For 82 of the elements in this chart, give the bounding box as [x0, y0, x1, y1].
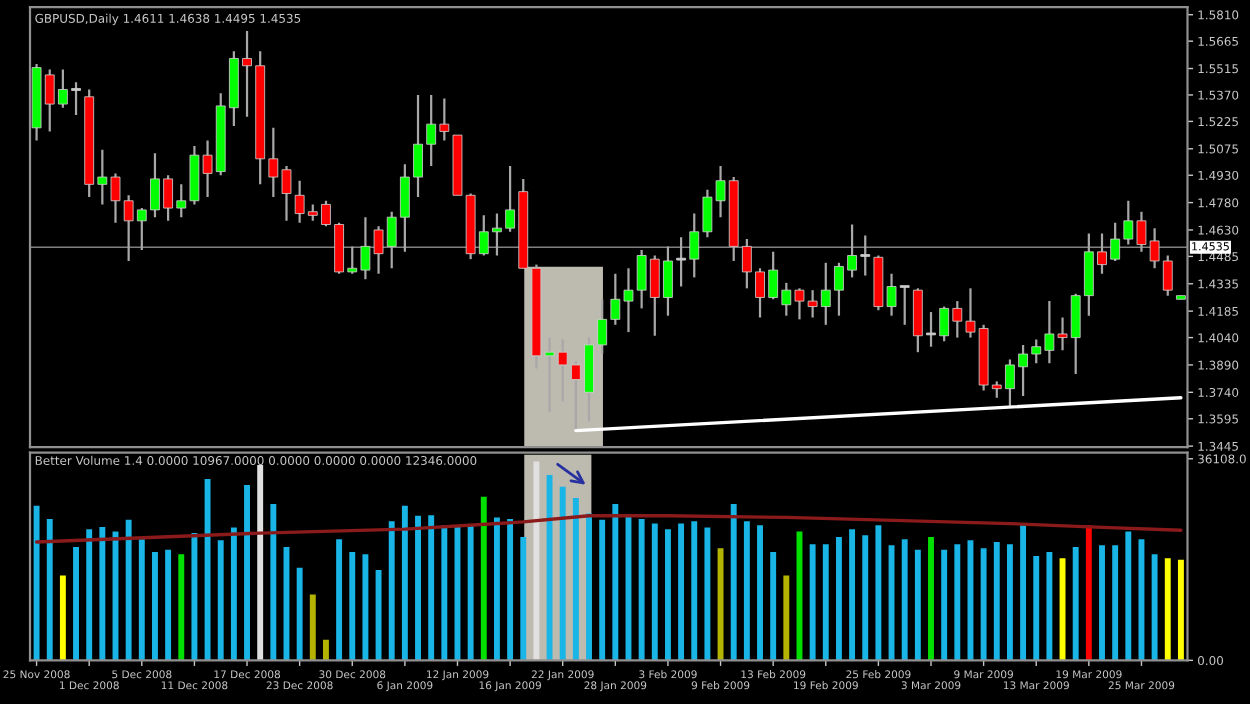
bar: [125, 519, 132, 661]
bar: [375, 569, 382, 661]
line-series: [34, 514, 1183, 544]
bar: [441, 525, 448, 661]
bar: [835, 536, 842, 661]
bar: [559, 486, 566, 661]
bar: [73, 547, 79, 661]
bar: [1020, 525, 1027, 661]
bar: [888, 545, 895, 661]
bar: [152, 552, 158, 661]
bar: [296, 567, 303, 661]
bar: [546, 475, 553, 661]
bar: [349, 552, 356, 661]
bar: [941, 549, 948, 661]
bar: [1099, 545, 1105, 661]
bar: [507, 519, 514, 661]
bar: [770, 552, 777, 661]
bar: [809, 544, 816, 661]
bar: [1112, 545, 1119, 661]
bar: [651, 523, 658, 661]
bar: [1125, 531, 1132, 661]
bar: [914, 549, 921, 661]
bar: [533, 461, 540, 661]
bar: [165, 549, 172, 661]
bar: [1033, 555, 1040, 661]
bar: [362, 554, 369, 661]
bar: [704, 527, 711, 661]
bar: [99, 526, 106, 661]
bar: [875, 525, 882, 661]
bar: [388, 521, 395, 661]
bar: [1006, 544, 1013, 661]
bar: [586, 513, 592, 661]
bar: [691, 521, 698, 661]
bar: [322, 639, 329, 661]
bar: [493, 517, 500, 661]
bar: [822, 544, 829, 661]
bar: [717, 548, 724, 661]
bar: [520, 536, 527, 661]
bar: [664, 529, 671, 661]
bar: [572, 497, 579, 661]
bar: [428, 515, 435, 661]
bar: [309, 594, 316, 661]
bar: [980, 548, 987, 661]
bar: [993, 542, 1000, 661]
bar: [1177, 559, 1184, 661]
bar: [928, 536, 934, 661]
bar: [401, 505, 408, 661]
bar: [862, 535, 869, 661]
bar: [1046, 552, 1053, 661]
bar: [730, 504, 737, 661]
bar: [467, 525, 474, 661]
bar: [46, 519, 53, 661]
bar: [757, 525, 763, 661]
bar: [638, 519, 645, 661]
bar: [1151, 554, 1158, 661]
bar: [415, 515, 421, 661]
bar: [336, 539, 343, 661]
bar: [783, 575, 790, 661]
bar: [138, 539, 145, 661]
bar: [743, 521, 750, 661]
bar: [59, 575, 66, 661]
bar: [612, 504, 619, 661]
bar: [480, 496, 487, 661]
bar: [678, 523, 685, 661]
bar: [178, 554, 185, 661]
bar: [1085, 525, 1092, 661]
bar: [217, 540, 224, 661]
bar: [257, 464, 264, 661]
bar: [901, 539, 908, 661]
bar: [244, 485, 250, 661]
bar: [849, 529, 856, 661]
bar: [270, 504, 277, 661]
bar: [191, 533, 198, 661]
bar: [954, 544, 961, 661]
bar: [1059, 558, 1066, 661]
bar: [599, 519, 606, 661]
bar: [1072, 547, 1079, 661]
bar: [33, 505, 40, 661]
bar: [204, 478, 211, 661]
bar: [86, 529, 93, 661]
bar: [1164, 558, 1171, 661]
bar: [230, 527, 237, 661]
